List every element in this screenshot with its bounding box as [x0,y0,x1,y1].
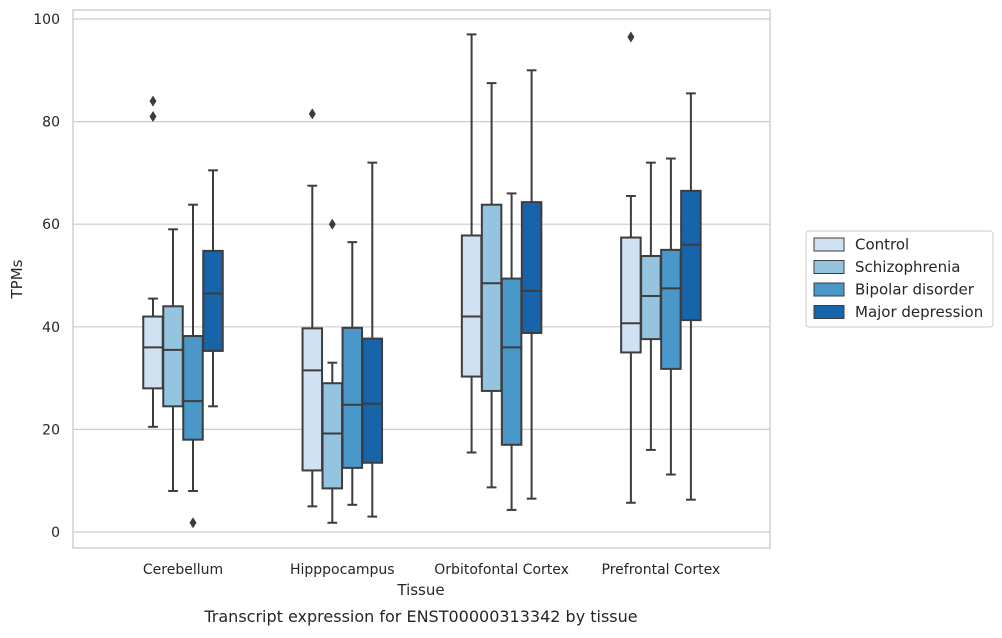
y-tick-label: 100 [33,12,60,28]
legend-frame [805,230,994,328]
iqr-box [321,382,344,490]
iqr-box [162,305,184,408]
legend-label: Control [855,236,909,254]
y-tick-label: 40 [42,320,60,336]
legend-swatch [813,237,845,252]
iqr-box [361,337,384,464]
iqr-box [660,248,682,370]
legend-items: Control Schizophrenia Bipolar disorder Majo… [813,236,983,321]
legend-label: Schizophrenia [855,258,960,276]
legend-swatch [813,305,845,319]
x-tick-label: Prefrontal Cortex [602,562,721,578]
boxes [142,31,702,529]
box-bipolar-disorder [500,192,523,511]
x-tick-label: Hipppocampus [290,562,395,578]
iqr-box [202,249,224,352]
box-major-depression [520,69,543,500]
iqr-box [301,327,324,472]
outlier-point [308,108,316,120]
iqr-box [640,255,662,341]
box-schizophrenia [640,161,662,451]
box-major-depression [680,92,702,501]
iqr-box [341,326,364,469]
iqr-box [142,315,164,390]
box-bipolar-disorder [182,203,204,529]
x-axis-label: Tissue [396,581,444,599]
iqr-box [182,335,204,441]
y-axis-label: TPMs [8,259,26,299]
legend-label: Major depression [855,303,983,321]
outlier-point [149,95,157,107]
box-major-depression [202,169,224,408]
box-control [460,33,483,454]
outlier-point [189,517,197,529]
box-control [620,31,642,504]
box-bipolar-disorder [660,157,682,476]
box-major-depression [361,161,384,518]
box-control [142,95,164,428]
box-schizophrenia [162,228,184,492]
y-tick-label: 0 [51,525,60,541]
iqr-box [460,234,483,378]
y-tick-label: 20 [42,422,60,438]
iqr-box [480,203,503,392]
y-axis-ticks: 0 20 40 60 80 100 [33,12,60,541]
iqr-box [520,201,543,334]
y-tick-label: 80 [42,115,60,131]
outlier-point [328,218,336,230]
outlier-point [149,110,157,122]
y-tick-label: 60 [42,217,60,233]
legend-label: Bipolar disorder [855,281,975,299]
legend-swatch [813,260,845,274]
chart-caption: Transcript expression for ENST0000031334… [203,607,637,626]
box-schizophrenia [480,82,503,489]
box-schizophrenia [321,218,344,524]
plot-area-frame [72,9,771,549]
x-axis-ticks: Cerebellum Hipppocampus Orbitofontal Corte… [143,562,720,578]
outlier-point [627,31,635,43]
iqr-box [620,236,642,354]
box-bipolar-disorder [341,241,364,506]
iqr-box [680,189,702,322]
box-control [301,108,324,508]
legend: Control Schizophrenia Bipolar disorder Majo… [805,230,994,328]
x-tick-label: Orbitofontal Cortex [434,562,569,578]
legend-swatch [813,282,845,297]
x-tick-label: Cerebellum [143,562,223,578]
iqr-box [500,277,523,446]
